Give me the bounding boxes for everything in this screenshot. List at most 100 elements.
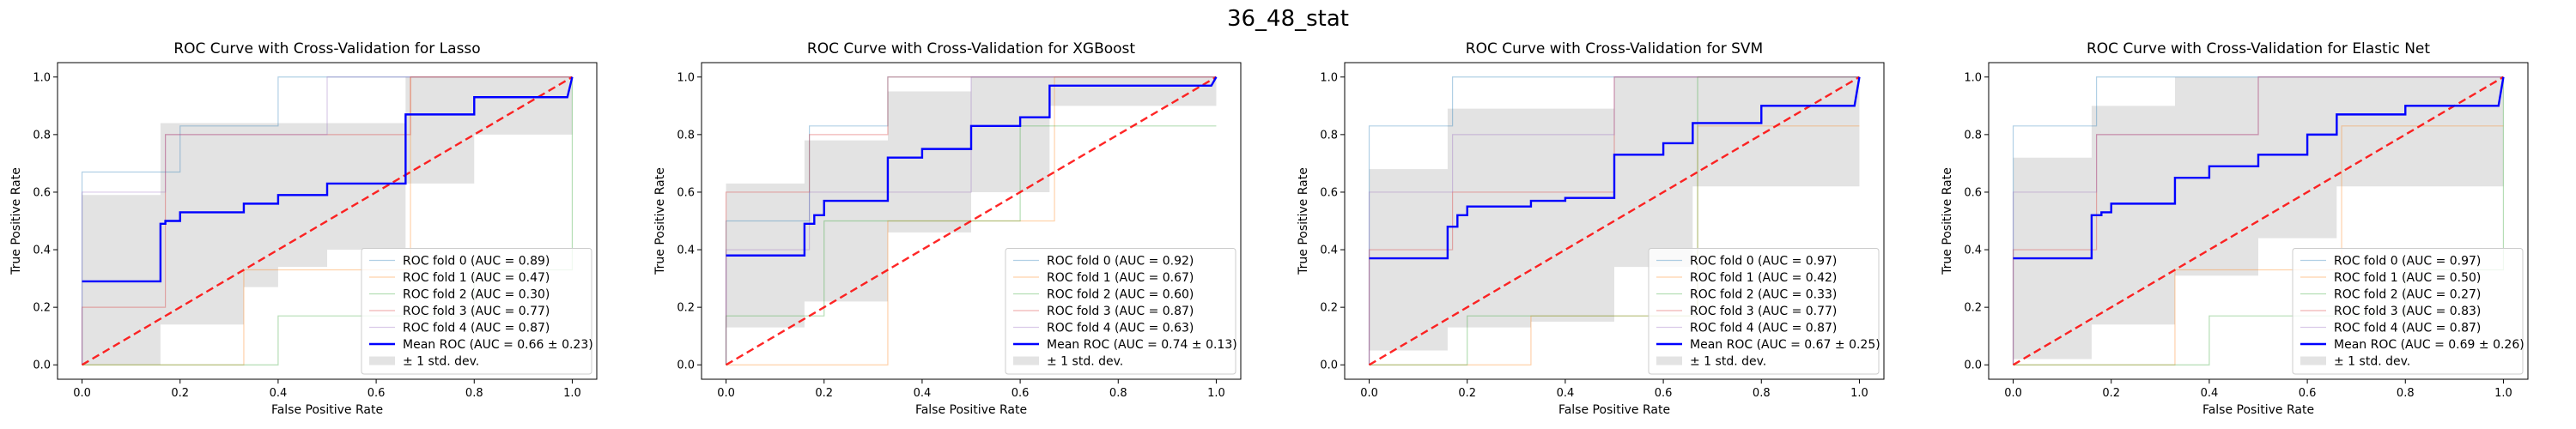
chart-title: ROC Curve with Cross-Validation for SVM [1466,40,1763,57]
legend-item: Mean ROC (AUC = 0.66 ± 0.23) [369,338,593,352]
y-tick-label: 0.4 [33,245,51,257]
roc-fold-1-line [1369,125,1860,366]
legend: ROC fold 0 (AUC = 0.97) ROC fold 1 (AUC =… [1648,248,1880,375]
legend-label: ROC fold 1 (AUC = 0.47) [403,271,550,285]
x-tick-label: 1.0 [1207,387,1225,400]
mean-roc-line [82,76,574,283]
x-axis-label: False Positive Rate [2202,403,2314,417]
plot-area [81,76,574,366]
x-tick-label: 0.8 [1109,387,1127,400]
y-tick-label: 0.6 [677,186,695,199]
x-tick-label: 0.0 [73,387,91,400]
legend-swatch [1656,356,1682,366]
legend-item: ROC fold 2 (AUC = 0.60) [1013,288,1194,302]
legend-swatch [369,356,395,366]
x-tick-label: 0.0 [2004,387,2022,400]
roc-fold-4-line [2012,76,2504,366]
legend-label: ± 1 std. dev. [2334,355,2410,369]
x-tick-label: 0.8 [2397,387,2415,400]
x-tick-label: 0.2 [815,387,833,400]
x-tick-label: 0.4 [1557,387,1575,400]
y-tick-label: 1.0 [33,71,51,84]
chart-panel-0: ROC Curve with Cross-Validation for Lass… [9,40,598,417]
chart-panel-3: ROC Curve with Cross-Validation for Elas… [1941,40,2529,417]
x-axis-label: False Positive Rate [1558,403,1670,417]
y-tick-label: 0.0 [1320,360,1338,372]
roc-fold-1-line [82,76,573,366]
mean-roc-line [726,76,1218,257]
legend-item: ROC fold 0 (AUC = 0.97) [2300,255,2481,269]
legend-item: ROC fold 2 (AUC = 0.33) [1656,288,1837,302]
legend-label: Mean ROC (AUC = 0.67 ± 0.25) [1690,338,1880,352]
legend-label: ROC fold 2 (AUC = 0.30) [403,288,550,302]
legend-item: ROC fold 3 (AUC = 0.77) [1656,305,1837,318]
chance-line [2012,76,2505,366]
legend-label: ROC fold 1 (AUC = 0.42) [1690,271,1837,285]
roc-fold-0-line [725,76,1217,366]
legend-label: ROC fold 3 (AUC = 0.77) [1690,305,1837,318]
legend-item: ± 1 std. dev. [2300,355,2410,369]
x-tick-label: 0.8 [1753,387,1771,400]
roc-fold-4-line [1368,76,1860,366]
std-dev-band [2013,76,2504,360]
chance-line [1368,76,1861,366]
legend-label: ROC fold 4 (AUC = 0.87) [1690,322,1837,335]
y-axis-label: True Positive Rate [9,167,23,275]
legend-item: ROC fold 1 (AUC = 0.47) [369,271,550,285]
y-axis-label: True Positive Rate [1941,167,1954,275]
roc-fold-0-line [2012,76,2504,366]
legend-item: ROC fold 3 (AUC = 0.77) [369,305,550,318]
y-tick-label: 0.0 [1964,360,1982,372]
legend-label: ± 1 std. dev. [403,355,479,369]
x-tick-label: 0.4 [914,387,932,400]
x-tick-label: 1.0 [563,387,581,400]
x-tick-label: 0.6 [2299,387,2317,400]
legend-item: ROC fold 3 (AUC = 0.87) [1013,305,1194,318]
figure-title: 36_48_stat [1227,6,1349,32]
chart-title: ROC Curve with Cross-Validation for Lass… [173,40,480,57]
legend-item: ROC fold 2 (AUC = 0.30) [369,288,550,302]
y-tick-label: 0.4 [1320,245,1338,257]
y-tick-label: 0.4 [677,245,695,257]
x-tick-label: 1.0 [2494,387,2512,400]
legend: ROC fold 0 (AUC = 0.92) ROC fold 1 (AUC =… [1005,248,1237,375]
x-tick-label: 0.4 [270,387,288,400]
roc-fold-3-line [725,76,1217,366]
chart-title: ROC Curve with Cross-Validation for Elas… [2087,40,2430,57]
x-tick-label: 0.0 [1360,387,1378,400]
legend-box [1005,248,1236,375]
axes-frame [1344,62,1885,380]
roc-fold-3-line [81,76,573,366]
legend-label: ROC fold 0 (AUC = 0.97) [2334,255,2481,269]
legend-label: ROC fold 0 (AUC = 0.89) [403,255,550,269]
legend-label: ROC fold 4 (AUC = 0.87) [2334,322,2481,335]
roc-fold-3-line [1368,76,1860,366]
legend-label: ROC fold 3 (AUC = 0.77) [403,305,550,318]
legend-box [1648,248,1880,375]
legend-label: ROC fold 1 (AUC = 0.67) [1047,271,1194,285]
legend-item: ± 1 std. dev. [1013,355,1123,369]
legend-label: ROC fold 0 (AUC = 0.92) [1047,255,1194,269]
y-tick-label: 0.8 [677,129,695,142]
roc-fold-1-line [726,76,1217,366]
roc-fold-3-line [2012,76,2504,366]
x-tick-label: 0.8 [465,387,483,400]
x-tick-label: 0.6 [1012,387,1030,400]
chance-line [81,76,574,366]
y-tick-label: 0.0 [677,360,695,372]
x-tick-label: 0.6 [368,387,386,400]
legend-item: ROC fold 1 (AUC = 0.67) [1013,271,1194,285]
y-tick-label: 0.8 [33,129,51,142]
std-dev-band [726,76,1217,328]
plot-area [725,76,1218,366]
legend-item: Mean ROC (AUC = 0.67 ± 0.25) [1656,338,1880,352]
y-tick-label: 0.0 [33,360,51,372]
y-tick-label: 0.8 [1964,129,1982,142]
legend-label: ROC fold 1 (AUC = 0.50) [2334,271,2481,285]
legend: ROC fold 0 (AUC = 0.97) ROC fold 1 (AUC =… [2292,248,2524,375]
legend-item: ± 1 std. dev. [1656,355,1766,369]
y-tick-label: 0.2 [33,302,51,315]
chart-panel-1: ROC Curve with Cross-Validation for XGBo… [653,40,1242,417]
legend-label: ± 1 std. dev. [1690,355,1766,369]
